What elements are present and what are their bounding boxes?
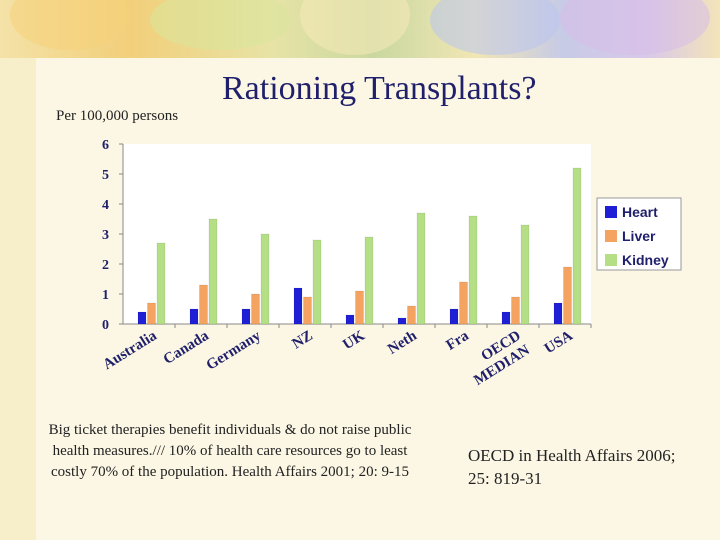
y-tick-label: 1 xyxy=(102,288,109,303)
x-tick-label: Germany xyxy=(204,328,264,374)
bar-kidney xyxy=(468,215,478,325)
x-tick-label: USA xyxy=(542,328,576,358)
x-tick-label: Neth xyxy=(385,327,420,357)
x-tick-label: Australia xyxy=(100,328,160,374)
bar-kidney xyxy=(572,167,582,325)
y-tick-label: 5 xyxy=(102,168,109,183)
bar-heart xyxy=(553,302,563,325)
bar-heart xyxy=(293,287,303,325)
bar-kidney xyxy=(364,236,374,325)
bar-liver xyxy=(199,284,208,325)
legend-swatch-heart xyxy=(605,206,617,218)
bar-liver xyxy=(355,290,364,325)
slide-title: Rationing Transplants? xyxy=(222,70,537,107)
x-tick-label: UK xyxy=(340,328,368,354)
y-tick-label: 4 xyxy=(102,198,109,213)
legend-label-liver: Liver xyxy=(622,228,656,244)
bar-heart xyxy=(501,311,511,325)
bar-kidney xyxy=(312,239,322,325)
bar-kidney xyxy=(208,218,218,325)
bar-kidney xyxy=(156,242,166,325)
chart-axes xyxy=(119,143,592,328)
decorative-banner xyxy=(0,0,720,58)
bar-heart xyxy=(449,308,459,325)
legend-label-kidney: Kidney xyxy=(622,252,669,268)
x-tick-label: OECDMEDIAN xyxy=(462,328,533,389)
y-tick-label: 3 xyxy=(102,228,109,243)
bar-heart xyxy=(241,308,251,325)
source-note-left: Big ticket therapies benefit individuals… xyxy=(48,422,412,480)
bar-kidney xyxy=(260,233,270,325)
bar-liver xyxy=(407,305,416,325)
x-tick-label: Fra xyxy=(443,328,472,354)
bar-liver xyxy=(251,293,260,325)
y-tick-label: 2 xyxy=(102,258,109,273)
legend-label-heart: Heart xyxy=(622,204,658,220)
y-tick-label: 0 xyxy=(102,318,109,333)
bar-heart xyxy=(345,314,355,325)
bar-liver xyxy=(459,281,468,325)
y-tick-labels: 0 1 2 3 4 5 6 xyxy=(102,138,109,333)
bar-heart xyxy=(137,311,147,325)
bar-heart xyxy=(397,317,407,325)
bar-liver xyxy=(563,266,572,325)
chart-legend: Heart Liver Kidney xyxy=(596,197,682,271)
legend-swatch-liver xyxy=(605,230,617,242)
bar-kidney xyxy=(520,224,530,325)
bar-kidney xyxy=(416,212,426,325)
legend-swatch-kidney xyxy=(605,254,617,266)
bar-heart xyxy=(189,308,199,325)
bar-liver xyxy=(303,296,312,325)
chart-bars xyxy=(137,167,582,325)
source-note-right: OECD in Health Affairs 2006; 25: 819-31 xyxy=(468,446,676,488)
y-tick-label: 6 xyxy=(102,138,109,153)
bar-liver xyxy=(511,296,520,325)
unit-label: Per 100,000 persons xyxy=(56,108,179,124)
left-decor-band xyxy=(0,0,36,540)
x-tick-label: NZ xyxy=(290,328,316,353)
bar-liver xyxy=(147,302,156,325)
